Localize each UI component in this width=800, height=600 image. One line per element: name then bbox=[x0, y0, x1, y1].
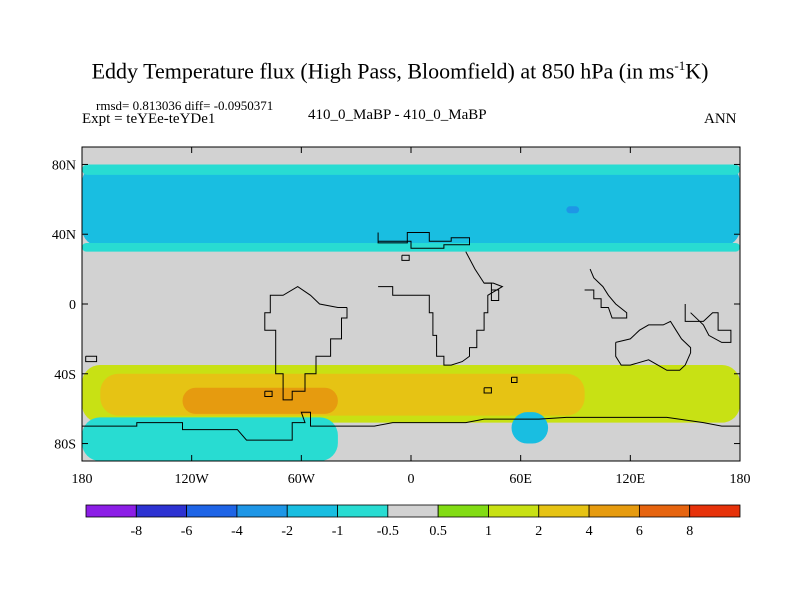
colorbar-swatch-9 bbox=[538, 504, 590, 518]
coastline-4 bbox=[615, 320, 692, 371]
contour-region-6 bbox=[182, 387, 338, 414]
y-tick-label-3: 40S bbox=[54, 368, 76, 383]
colorbar-label-6: 0.5 bbox=[429, 524, 447, 539]
axis-ticks: 180 120W 60W 0 60E 120E 180 80N 40N 0 40S 80S bbox=[52, 147, 751, 487]
x-tick-label-0: 180 bbox=[72, 472, 93, 487]
colorbar-swatch-5 bbox=[337, 504, 389, 518]
colorbar-label-4: -1 bbox=[332, 524, 344, 539]
coastline-3 bbox=[584, 268, 628, 319]
y-tick-label-2: 0 bbox=[69, 298, 76, 313]
colorbar-label-0: -8 bbox=[130, 524, 142, 539]
colorbar: -8 -6 -4 -2 -1 -0.5 0.5 1 2 4 6 8 bbox=[85, 504, 741, 539]
contour-region-8 bbox=[82, 417, 338, 461]
x-tick-label-1: 120W bbox=[175, 472, 210, 487]
experiment-label: Expt = teYEe-teYDe1 bbox=[82, 111, 216, 127]
colorbar-swatch-8 bbox=[488, 504, 540, 518]
x-tick-label-3: 0 bbox=[408, 472, 415, 487]
x-tick-label-2: 60W bbox=[288, 472, 316, 487]
colorbar-label-7: 1 bbox=[485, 524, 492, 539]
coastline-11 bbox=[401, 254, 410, 261]
coastline-5 bbox=[684, 304, 732, 343]
colorbar-swatch-3 bbox=[236, 504, 288, 518]
colorbar-label-10: 6 bbox=[636, 524, 643, 539]
contour-region-3 bbox=[566, 206, 580, 214]
x-tick-label-6: 180 bbox=[730, 472, 751, 487]
coastline-0 bbox=[377, 232, 470, 249]
coastline-1 bbox=[264, 286, 348, 401]
y-tick-label-4: 80S bbox=[54, 438, 76, 453]
coastline-12 bbox=[484, 282, 500, 301]
colorbar-swatch-2 bbox=[186, 504, 238, 518]
colorbar-label-3: -2 bbox=[281, 524, 293, 539]
colorbar-label-9: 4 bbox=[586, 524, 593, 539]
coastline-6 bbox=[82, 411, 740, 441]
contour-region-9 bbox=[511, 412, 549, 444]
coastline-8 bbox=[264, 390, 273, 397]
y-tick-label-0: 80N bbox=[52, 158, 76, 173]
colorbar-swatch-11 bbox=[638, 504, 691, 518]
colorbar-swatch-10 bbox=[588, 504, 640, 518]
coastline-10 bbox=[511, 376, 518, 383]
colorbar-swatch-6 bbox=[387, 504, 439, 518]
colorbar-label-11: 8 bbox=[686, 524, 693, 539]
contour-fill-layer bbox=[82, 164, 740, 461]
season-label: ANN bbox=[704, 111, 737, 127]
colorbar-swatch-0 bbox=[85, 504, 137, 518]
chart-title: Eddy Temperature flux (High Pass, Bloomf… bbox=[91, 58, 709, 84]
colorbar-label-8: 2 bbox=[535, 524, 542, 539]
x-tick-label-4: 60E bbox=[509, 472, 532, 487]
colorbar-swatch-1 bbox=[135, 504, 188, 518]
stats-text: rmsd= 0.813036 diff= -0.0950371 bbox=[96, 98, 274, 113]
colorbar-swatch-12 bbox=[689, 504, 741, 518]
colorbar-label-2: -4 bbox=[231, 524, 243, 539]
colorbar-swatch-7 bbox=[437, 504, 489, 518]
coastline-9 bbox=[483, 387, 492, 394]
colorbar-swatch-4 bbox=[286, 504, 338, 518]
colorbar-label-5: -0.5 bbox=[377, 524, 399, 539]
contour-region-2 bbox=[82, 164, 740, 175]
contour-region-0 bbox=[82, 164, 740, 247]
y-tick-label-1: 40N bbox=[52, 228, 76, 243]
coastline-7 bbox=[85, 355, 98, 363]
comparison-label: 410_0_MaBP - 410_0_MaBP bbox=[308, 107, 487, 123]
colorbar-label-1: -6 bbox=[181, 524, 193, 539]
x-tick-label-5: 120E bbox=[616, 472, 646, 487]
coastline-layer bbox=[82, 232, 740, 441]
